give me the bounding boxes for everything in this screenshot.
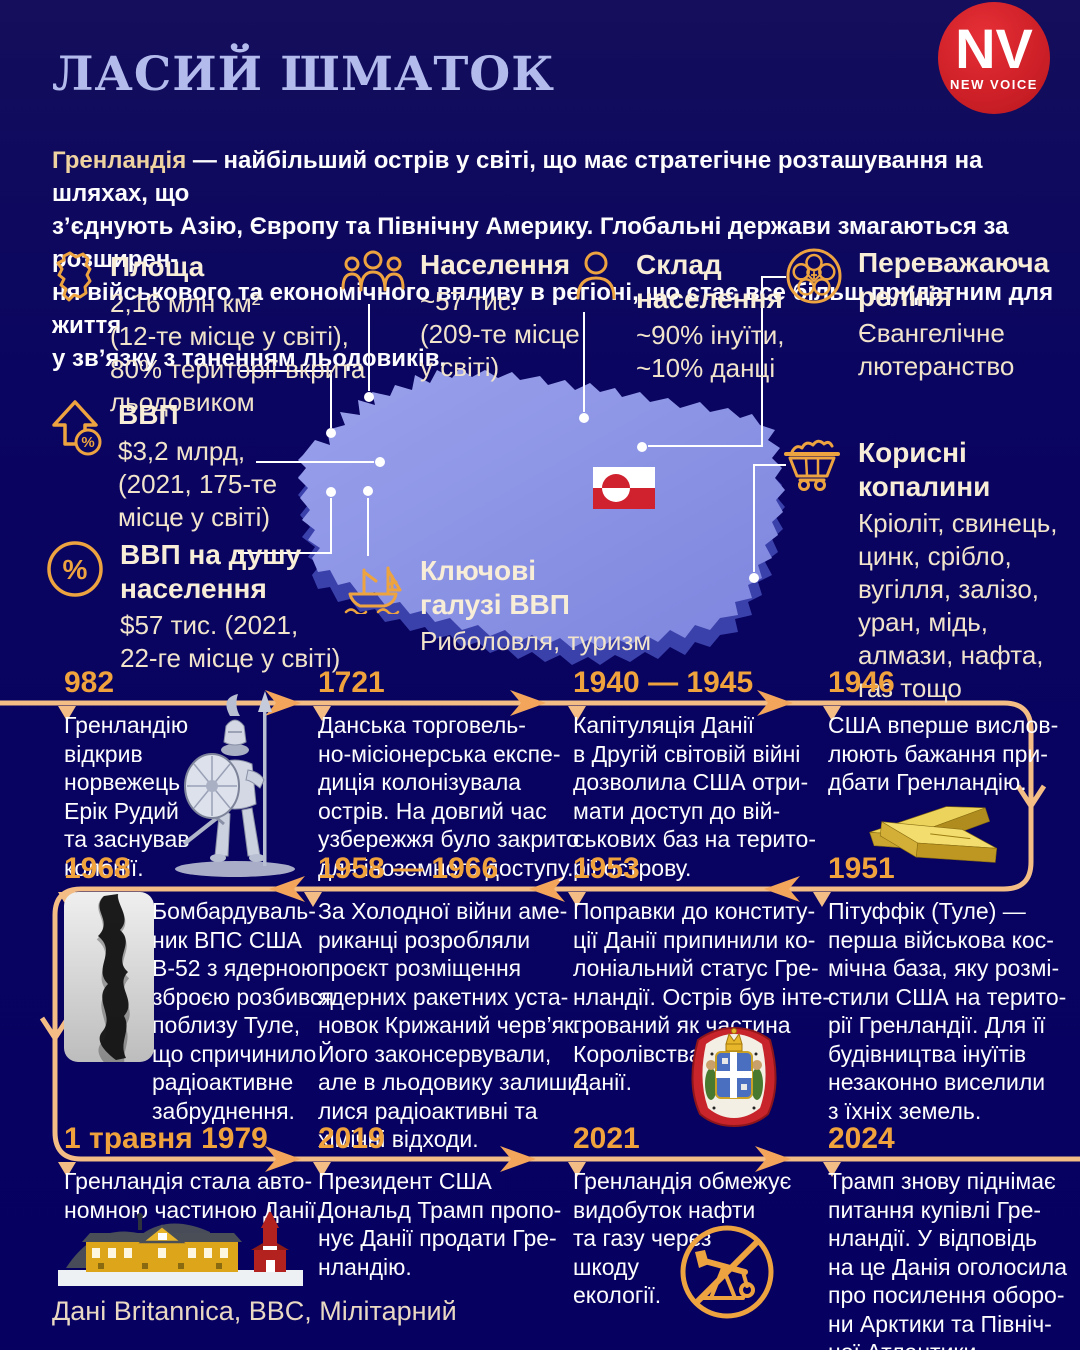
timeline-text: Пітуффік (Туле) — перша військова кос- м… [828, 898, 1067, 1124]
page-title: ЛАСИЙ ШМАТОК [52, 47, 555, 103]
stat-text: Риболовля, туризм [420, 626, 652, 656]
stat-title: Ключові галузі ВВП [420, 555, 570, 620]
timeline-entry-1958-1966: 1958 — 1966 За Холодної війни аме- рикан… [318, 852, 588, 1154]
stat-area: Площа 2,16 млн км² (12-те місце у світі)… [50, 250, 365, 419]
timeline-text: Президент США Дональд Трамп пропо- нує Д… [318, 1168, 562, 1280]
gold-bars-image [858, 778, 1023, 883]
stat-religion: Переважаюча релігія Євангелічне лютеранс… [784, 246, 1049, 383]
timeline-entry-1940-1945: 1940 — 1945 Капітуляція Данії в Другій с… [573, 666, 816, 882]
nv-logo: NV NEW VOICE [938, 2, 1050, 114]
percent-circle-icon: % [44, 538, 106, 605]
luther-rose-icon [784, 246, 844, 311]
greenland-outline-icon [50, 250, 96, 309]
gdp-growth-icon: % [46, 398, 104, 461]
timeline-year: 2019 [318, 1122, 385, 1155]
timeline-entry-1721: 1721 Данська торговель- но-місіонерська … [318, 666, 579, 882]
stat-gdp: % ВВП $3,2 млрд, (2021, 175-те місце у с… [46, 398, 277, 534]
stat-industries: Ключові галузі ВВП Риболовля, туризм [344, 554, 651, 658]
svg-text:%: % [81, 434, 94, 451]
timeline-text: Трамп знову піднімає питання купівлі Гре… [828, 1168, 1067, 1350]
mine-cart-icon [780, 436, 844, 497]
stat-text: Євангелічне лютеранство [858, 318, 1015, 381]
timeline-year: 2024 [828, 1122, 895, 1155]
timeline-text: За Холодної війни аме- риканці розроблял… [318, 898, 588, 1152]
timeline-year: 1946 [828, 666, 895, 699]
stat-text: $3,2 млрд, (2021, 175-те місце у світі) [118, 436, 278, 532]
no-oil-drilling-icon [677, 1222, 777, 1327]
nv-logo-name: NEW VOICE [950, 76, 1038, 92]
timeline-text: Бомбардуваль- ник ВПС США B-52 з ядерною… [152, 898, 334, 1124]
viking-engraving-image [160, 686, 310, 883]
timeline-year: 982 [64, 666, 115, 699]
greenland-flag [593, 467, 655, 509]
stat-title: Площа [110, 251, 205, 282]
nuuk-town-photo [58, 1204, 303, 1299]
person-icon [570, 248, 622, 311]
stat-composition: Склад населення ~90% інуїти, ~10% данці [570, 248, 784, 385]
stat-text: ~57 тис. (209-те місце у світі) [420, 286, 580, 382]
timeline-year: 1721 [318, 666, 385, 699]
timeline-text: Гренландія стала авто- номною частиною Д… [64, 1168, 323, 1223]
stat-text: ~90% інуїти, ~10% данці [636, 320, 785, 383]
timeline-year: 1953 [573, 852, 640, 885]
stat-text: Кріоліт, свинець, цинк, срібло, вугілля,… [858, 508, 1058, 703]
stat-title: Склад населення [636, 249, 783, 314]
timeline-entry-1951: 1951 Пітуффік (Туле) — перша військова к… [828, 852, 1066, 1125]
timeline-entry-1946: 1946 США вперше вислов- люють бажання пр… [828, 666, 1058, 797]
stat-title: ВВП на душу населення [120, 539, 302, 604]
timeline-text: Гренландія обмежує видобуток нафти та га… [573, 1168, 792, 1308]
intro-lead: Гренландія [52, 147, 187, 174]
smoke-plume-photo [64, 892, 154, 1062]
stat-title: Переважаюча релігія [858, 247, 1050, 312]
timeline-entry-2019: 2019 Президент США Дональд Трамп пропо- … [318, 1122, 561, 1281]
danish-coat-of-arms-image [684, 1014, 784, 1137]
stat-minerals: Корисні копалини Кріоліт, свинець, цинк,… [780, 436, 1058, 705]
stat-title: Населення [420, 249, 571, 280]
data-source-note: Дані Britannica, BBC, Мілітарний [52, 1296, 457, 1326]
people-icon [340, 248, 406, 299]
timeline-year: 1940 — 1945 [573, 666, 754, 699]
stat-title: Корисні копалини [858, 437, 991, 502]
stat-gdp-per-capita: % ВВП на душу населення $57 тис. (2021, … [44, 538, 340, 675]
stat-title: ВВП [118, 399, 179, 430]
timeline-entry-2024: 2024 Трамп знову піднімає питання купівл… [828, 1122, 1067, 1350]
timeline-year: 1958 — 1966 [318, 852, 499, 885]
svg-text:%: % [63, 554, 88, 585]
timeline-year: 1 травня 1979 [64, 1122, 268, 1155]
nv-logo-abbr: NV [955, 16, 1033, 80]
stat-population: Населення ~57 тис. (209-те місце у світі… [340, 248, 580, 384]
fishing-ship-icon [344, 554, 406, 619]
